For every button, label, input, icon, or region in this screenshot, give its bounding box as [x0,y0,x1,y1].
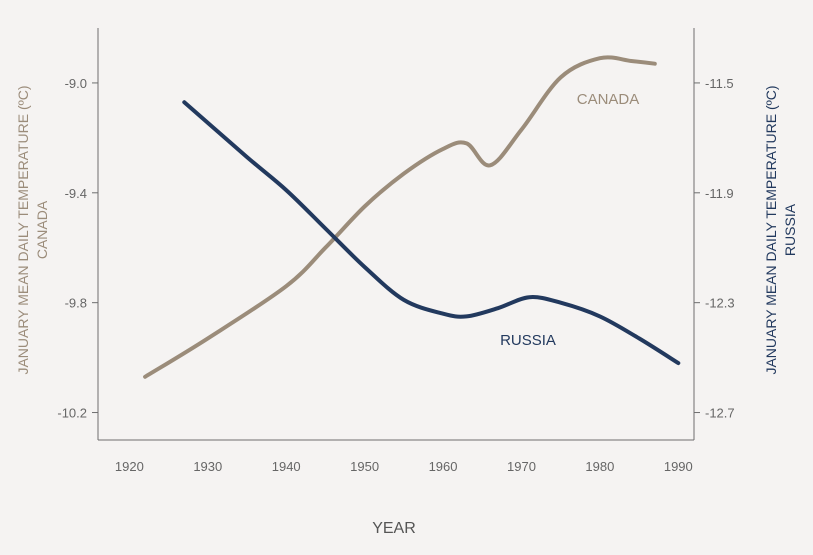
left-y-tick-label: -9.0 [65,76,87,91]
left-axis-label-line1: JANUARY MEAN DAILY TEMPERATURE (ºC) [15,85,31,374]
left-y-tick-label: -10.2 [57,406,87,421]
x-tick-label: 1950 [350,459,379,474]
x-tick-label: 1970 [507,459,536,474]
x-tick-label: 1930 [193,459,222,474]
right-y-tick-label: -11.9 [705,186,734,201]
left-axis-label-line2: CANADA [34,200,50,259]
right-y-tick-label: -12.7 [705,406,735,421]
x-axis-label: YEAR [372,520,416,537]
canada-series-label: CANADA [577,91,640,108]
x-tick-label: 1920 [115,459,144,474]
x-tick-label: 1940 [272,459,301,474]
chart-axes [97,28,695,441]
canada-series-line [143,55,657,379]
russia-series-line [182,100,681,366]
series-lines [143,55,681,379]
right-y-tick-label: -12.3 [705,296,735,311]
russia-series-label: RUSSIA [500,332,556,349]
left-y-tick-label: -9.8 [65,296,87,311]
tick-labels: 1920 1930 1940 1950 1960 1970 1980 1990 -9.0 -9.4… [57,76,734,474]
right-axis-label: JANUARY MEAN DAILY TEMPERATURE (ºC) RUSS… [763,85,798,374]
left-y-tick-label: -9.4 [65,186,87,201]
right-axis-label-line2: RUSSIA [782,203,798,256]
right-y-tick-label: -11.5 [705,76,734,91]
right-axis-label-line1: JANUARY MEAN DAILY TEMPERATURE (ºC) [763,85,779,374]
x-tick-label: 1980 [585,459,614,474]
left-axis-label: JANUARY MEAN DAILY TEMPERATURE (ºC) CANA… [15,85,50,374]
x-tick-label: 1990 [664,459,693,474]
x-tick-label: 1960 [429,459,458,474]
